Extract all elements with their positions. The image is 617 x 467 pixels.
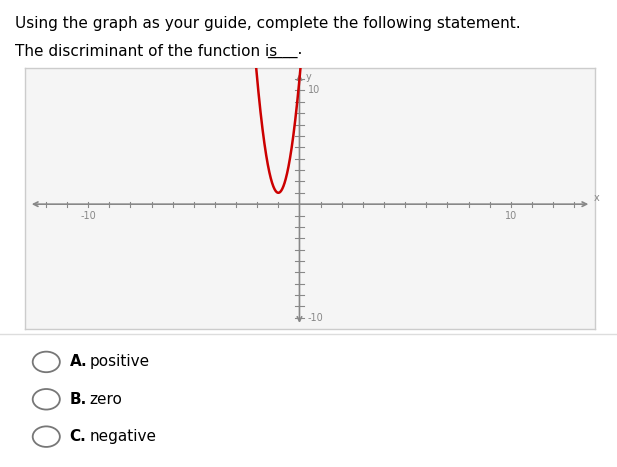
Text: C.: C. <box>70 429 86 444</box>
Text: The discriminant of the function is: The discriminant of the function is <box>15 44 283 59</box>
Text: -10: -10 <box>308 313 324 323</box>
Text: negative: negative <box>89 429 157 444</box>
Text: -10: -10 <box>80 211 96 221</box>
Text: x: x <box>594 193 599 204</box>
Text: A.: A. <box>70 354 88 369</box>
Text: zero: zero <box>89 392 122 407</box>
Text: 10: 10 <box>308 85 320 95</box>
Text: 10: 10 <box>505 211 517 221</box>
Text: y: y <box>306 72 312 82</box>
Text: Using the graph as your guide, complete the following statement.: Using the graph as your guide, complete … <box>15 16 521 31</box>
Text: positive: positive <box>89 354 149 369</box>
Text: B.: B. <box>70 392 87 407</box>
Text: ____.: ____. <box>267 44 302 59</box>
